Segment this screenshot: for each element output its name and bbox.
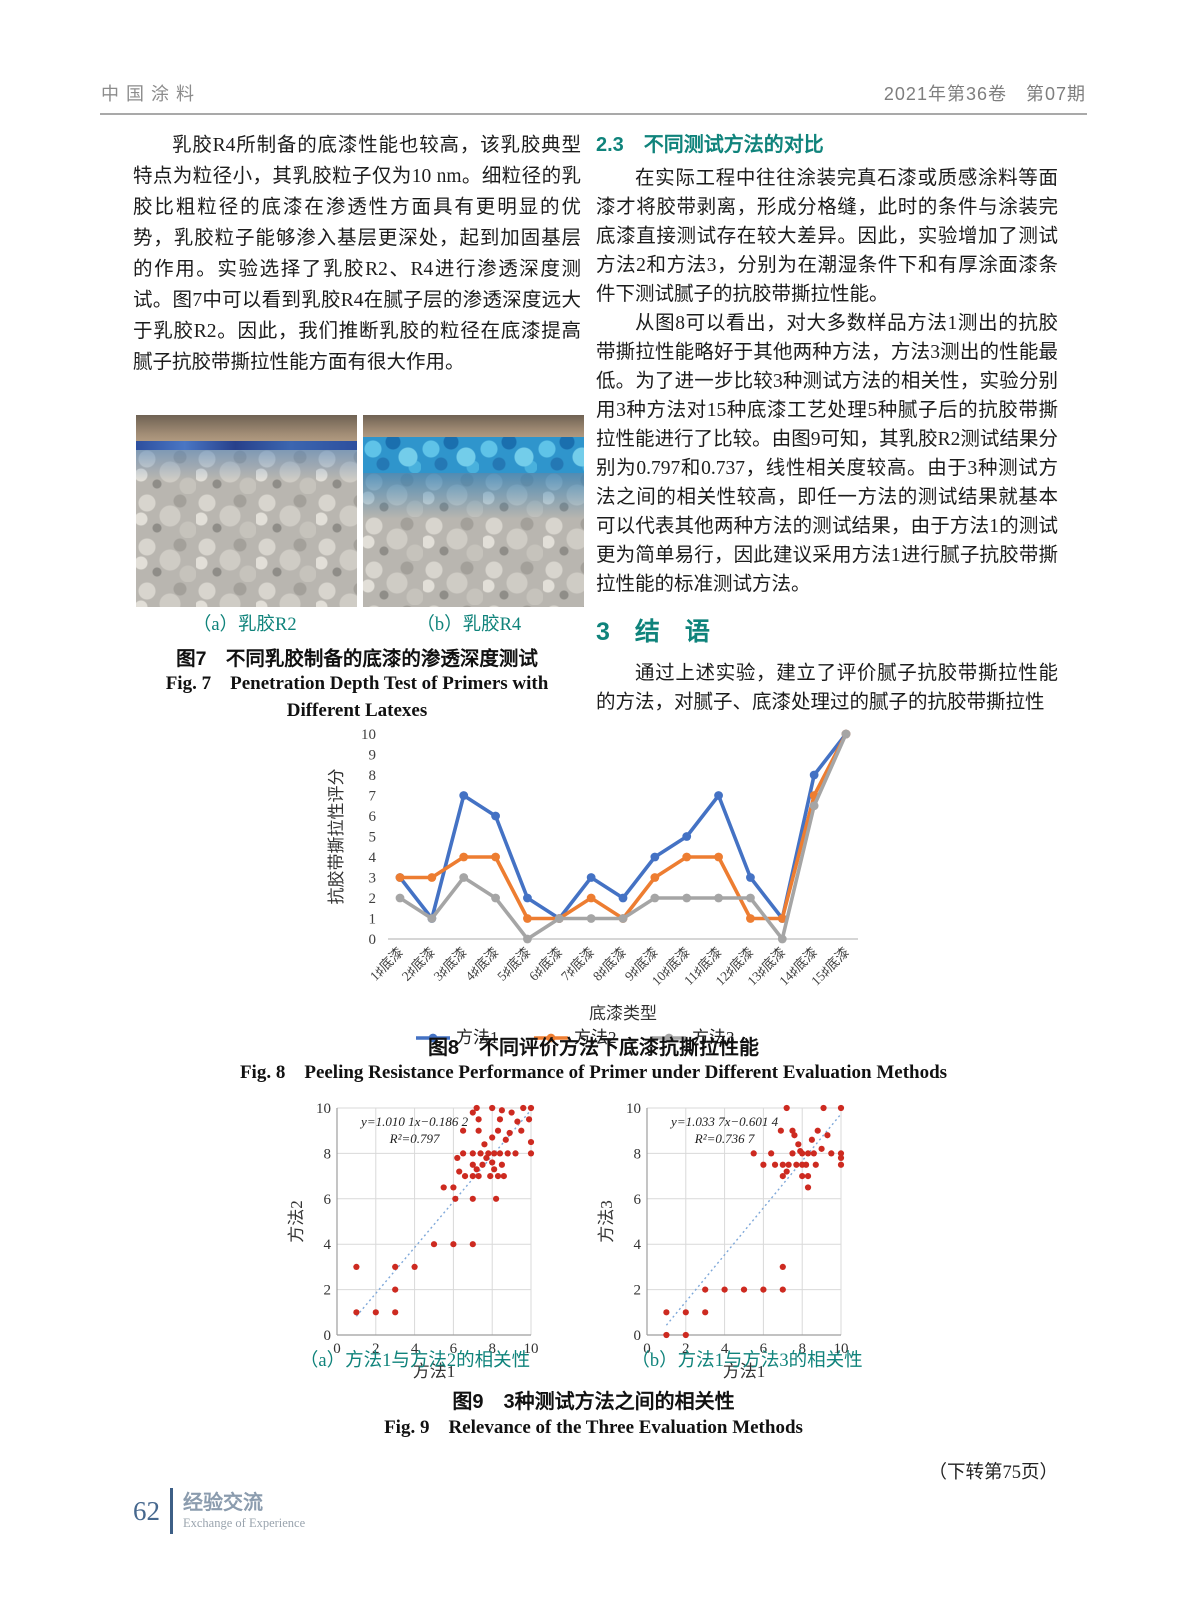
svg-text:5♯底漆: 5♯底漆 [494,945,533,984]
svg-text:R²=0.797: R²=0.797 [389,1131,440,1146]
svg-text:y=1.033 7x−0.601 4: y=1.033 7x−0.601 4 [669,1114,779,1129]
svg-text:8: 8 [324,1146,332,1162]
putty-texture [363,473,584,607]
svg-text:10: 10 [626,1101,641,1117]
svg-text:10: 10 [316,1101,331,1117]
header-rule [100,113,1087,115]
putty-texture [136,450,357,607]
svg-text:底漆类型: 底漆类型 [589,1004,657,1023]
figure8-line-chart: 0 1 2 3 4 5 6 7 8 9 10 1♯底漆2♯底漆3♯底漆4♯底漆5♯底漆6♯底漆7♯底漆… [327,727,858,1047]
svg-text:6♯底漆: 6♯底漆 [526,945,565,984]
section-3-title: 3 结 语 [596,618,710,646]
figure9-caption-en: Fig. 9 Relevance of the Three Evaluation… [384,1417,803,1438]
svg-text:3: 3 [369,871,377,887]
section-2-3-paragraph-1: 在实际工程中往往涂装完真石漆或质感涂料等面漆才将胶带剥离，形成分格缝，此时的条件… [596,168,1058,305]
svg-text:3♯底漆: 3♯底漆 [431,945,470,984]
svg-text:方法1: 方法1 [456,1028,499,1047]
svg-text:4: 4 [634,1237,642,1253]
figure7-caption-a: （a）乳胶R2 [192,615,297,635]
primer-layer-thick [363,437,584,473]
figure9-scatter-method2: 00 2 2 4 4 6 6 8 8 10 10 方法1 方法2 y=1.010 1x−0.186 2 R²… [287,1101,539,1381]
right-column: 2.3 不同测试方法的对比 在实际工程中往往涂装完真石漆或质感涂料等面漆才将胶带… [596,130,1058,717]
svg-text:0: 0 [643,1341,651,1357]
svg-text:4: 4 [721,1341,729,1357]
page-number: 62 [133,1495,160,1526]
svg-text:0: 0 [324,1328,332,1344]
svg-text:8: 8 [798,1341,806,1357]
column-name-en: Exchange of Experience [183,1516,306,1530]
left-column: 乳胶R4所制备的底漆性能也较高，该乳胶典型特点为粒径小，其乳胶粒子仅为10 nm… [133,130,581,378]
svg-text:R²=0.736 7: R²=0.736 7 [694,1131,755,1146]
svg-text:2: 2 [369,891,377,907]
svg-text:y=1.010 1x−0.186 2: y=1.010 1x−0.186 2 [359,1114,469,1129]
svg-text:7♯底漆: 7♯底漆 [558,945,597,984]
svg-text:9: 9 [369,748,377,764]
svg-text:6: 6 [450,1341,458,1357]
svg-text:6: 6 [760,1341,768,1357]
svg-text:4: 4 [411,1341,419,1357]
photo-background-strip [363,415,584,437]
svg-text:方法2: 方法2 [287,1200,306,1243]
figure7-caption-en: Fig. 7 Penetration Depth Test of Primers… [165,673,549,721]
figure9-caption-cn: 图9 3种测试方法之间的相关性 [452,1391,735,1413]
section-2-3-title: 2.3 不同测试方法的对比 [596,134,824,156]
svg-text:2: 2 [682,1341,690,1357]
svg-text:10: 10 [834,1341,849,1357]
svg-text:方法3: 方法3 [597,1200,616,1243]
photo-latex-r2 [136,415,357,607]
photo-latex-r4 [363,415,584,607]
svg-text:方法2: 方法2 [574,1028,617,1047]
svg-text:1: 1 [369,912,377,928]
svg-text:0: 0 [333,1341,341,1357]
svg-text:4: 4 [324,1237,332,1253]
paragraph-latex-r4: 乳胶R4所制备的底漆性能也较高，该乳胶典型特点为粒径小，其乳胶粒子仅为10 nm… [133,135,581,373]
figure8-caption-en: Fig. 8 Peeling Resistance Performance of… [239,1062,948,1083]
svg-text:2: 2 [372,1341,380,1357]
column-name-cn: 经验交流 [183,1492,263,1514]
photo-background-strip [136,415,357,441]
figure8-caption-cn: 图8 不同评价方法下底漆抗撕拉性能 [427,1037,760,1059]
svg-text:2: 2 [634,1283,642,1299]
svg-text:8: 8 [369,768,377,784]
page-footer: 62 经验交流 Exchange of Experience [133,1488,305,1534]
svg-text:4♯底漆: 4♯底漆 [462,945,501,984]
continued-note: （下转第75页） [928,1463,1058,1483]
svg-text:方法1: 方法1 [413,1362,456,1381]
figure7-subcaptions: （a）乳胶R2 （b）乳胶R4 [133,610,581,636]
figure7-caption-cn: 图7 不同乳胶制备的底漆的渗透深度测试 [176,648,538,670]
figure7-caption-b: （b）乳胶R4 [416,615,522,635]
svg-text:7: 7 [369,789,377,805]
svg-text:8: 8 [488,1341,496,1357]
journal-name: 中国涂料 [101,84,201,104]
svg-text:8♯底漆: 8♯底漆 [590,945,629,984]
svg-text:0: 0 [634,1328,642,1344]
figure9-scatter-method3: 00 2 2 4 4 6 6 8 8 10 10 方法1 方法3 y=1.033 7x−0.601 4 R²… [597,1101,849,1381]
svg-text:方法1: 方法1 [723,1362,766,1381]
figure7-photos [136,415,584,607]
svg-text:2♯底漆: 2♯底漆 [399,945,438,984]
svg-text:1♯底漆: 1♯底漆 [367,945,406,984]
svg-text:6: 6 [369,809,377,825]
issue-info: 2021年第36卷 第07期 [883,84,1086,104]
svg-text:6: 6 [324,1192,332,1208]
svg-text:0: 0 [369,932,377,948]
svg-text:方法3: 方法3 [692,1028,735,1047]
svg-text:6: 6 [634,1192,642,1208]
primer-layer-thin [136,441,357,450]
svg-text:抗胶带撕拉性评分: 抗胶带撕拉性评分 [327,769,346,905]
svg-text:10: 10 [524,1341,539,1357]
svg-text:8: 8 [634,1146,642,1162]
figure9-caption-b: （b）方法1与方法3的相关性 [631,1351,863,1371]
footer-rule [170,1488,173,1534]
svg-text:4: 4 [369,850,377,866]
figure9-caption-a: （a）方法1与方法2的相关性 [299,1351,531,1371]
svg-text:10: 10 [361,727,376,743]
svg-text:5: 5 [369,830,377,846]
section-3-paragraph: 通过上述实验，建立了评价腻子抗胶带撕拉性能的方法，对腻子、底漆处理过的腻子的抗胶… [596,663,1058,713]
section-2-3-paragraph-2: 从图8可以看出，对大多数样品方法1测出的抗胶带撕拉性能略好于其他两种方法，方法3… [596,313,1058,595]
svg-text:2: 2 [324,1283,332,1299]
